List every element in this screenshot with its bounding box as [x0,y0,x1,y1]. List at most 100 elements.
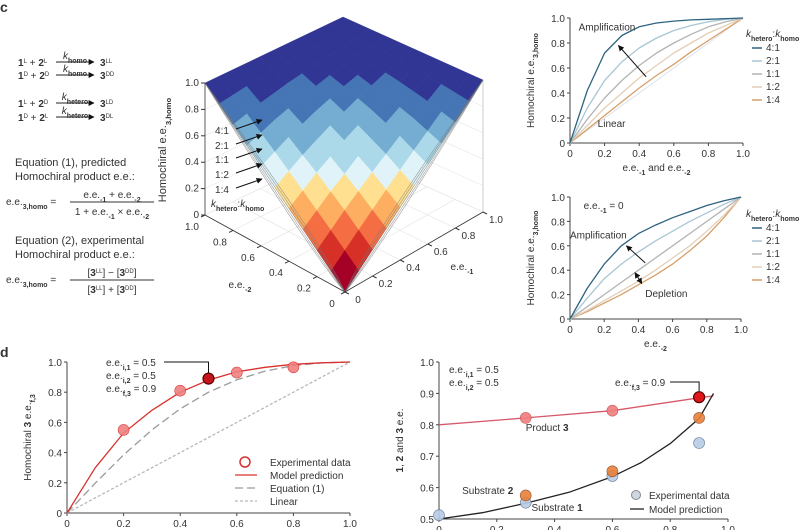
data-point [433,509,445,522]
equation-denominator: [3LL] + [3DD] [88,285,137,296]
axis-label-z: Homochiral e.e.3,homo [157,98,173,203]
layer-arrow [235,177,263,189]
x-tick-label: 0.2 [598,149,612,160]
series-label: Substrate 2 [462,486,514,497]
tick-label-ee1: 0.8 [461,231,475,242]
reaction-product: 3LL [100,58,113,69]
y-tick-label: 0.6 [551,242,565,253]
annotation-arrow [634,272,643,285]
y-axis-label: Homochiral 3 e.e.f,3 [23,394,37,481]
series-line-1-2 [569,196,742,320]
y-tick-label: 0 [559,315,565,326]
tick-mark [372,275,377,279]
legend-item: 1:1 [766,249,780,260]
layer-title: khetero:khomo [211,199,264,213]
layer-arrow [235,147,263,159]
series-label: Product 3 [526,423,569,434]
reaction-product: 3LD [100,99,114,110]
tick-label-ee1: 0.4 [406,263,420,274]
x-tick-label: 0.8 [701,149,715,160]
layer-label-2-1: 2:1 [215,141,229,152]
legend-item: 2:1 [766,56,780,67]
data-point [519,489,532,502]
legend-item: Model prediction [649,505,722,516]
legend-item: 1:4 [766,275,780,286]
tick-mark [455,227,460,231]
reaction-scheme-4: 1D + 2L khetero 3DL [18,106,114,124]
tick-mark [340,291,346,295]
y-tick-label: 0.8 [551,217,565,228]
tick-label-ee2: 0.2 [297,284,311,295]
axis-ee2 [204,214,346,293]
tick-label-z: 0.4 [185,157,199,168]
series-line-2-1 [569,17,744,144]
equation-lhs: e.e.3,homo = [6,197,56,211]
y-tick-label: 1.0 [420,358,434,369]
chart-amp-ee1-zero: 0 0.2 0.4 0.6 0.8 1.0 0 0.2 0.4 0.6 0.8 1.0 e.e.-2 Ho… [526,193,799,353]
data-point [693,412,705,424]
x-tick-label: 0.4 [631,325,645,336]
tick-mark [200,214,206,218]
tick-mark [256,245,262,249]
series-line-4-1 [569,196,742,320]
callout-line [670,381,700,392]
equation-title: Equation (2), experimental [15,235,144,247]
layer-arrow [235,118,263,130]
layer-label-4-1: 4:1 [215,126,229,137]
reaction-reactants: 1D + 2L [18,113,49,124]
surface-plot: 0 0 0 0.2 0.2 0.2 0.4 0.4 0.4 0.6 0.6 0.6 0.8 0.8 0.8 1… [157,16,503,310]
annotation: e.e.-1 = 0 [584,201,624,215]
x-axis-label: e.e.-2 [644,339,667,353]
y-tick-label: 0.2 [551,114,565,125]
reaction-reactants: 1L + 2D [18,99,49,110]
legend-item: Experimental data [649,491,730,502]
tick-label-ee2: 0 [329,299,335,310]
series-line-1-2 [569,17,744,144]
layer-label-1-1: 1:1 [215,155,229,166]
reaction-reactants: 1L + 2L [18,58,48,69]
callout-text: e.e.i,1 = 0.5 [106,358,156,372]
y-tick-label: 0.9 [420,389,434,400]
data-point [117,424,130,436]
tick-mark [482,211,488,215]
x-tick-label: 0 [567,325,573,336]
data-point [231,366,243,379]
tick-mark [399,259,405,263]
tick-mark [344,291,350,295]
x-tick-label: 0 [64,519,70,530]
tick-mark [312,276,318,280]
data-point [519,412,532,424]
annotation-arrow [618,45,647,78]
tick-label-ee1: 1.0 [489,215,503,226]
series-line-reference [569,17,744,144]
equation-1: Equation (1), predicted Homochiral produc… [6,157,154,221]
legend-item: Equation (1) [270,484,324,495]
y-tick-label: 1.0 [551,193,565,204]
y-axis-label: Homochiral e.e.3,homo [526,33,540,128]
data-point [692,391,706,404]
tick-label-ee2: 0.8 [213,237,227,248]
legend-item: 1:2 [766,82,780,93]
equation-subtitle: Homochiral product e.e.: [15,249,135,261]
reaction-scheme-3: 1L + 2D khetero 3LD [18,92,114,110]
series-line-1-1 [569,17,744,144]
layer-label-1-4: 1:4 [215,185,229,196]
axis-label-ee1: e.e.-1 [451,262,474,276]
annotation-arrow [625,245,646,264]
condition-text: e.e.i,2 = 0.5 [449,378,499,392]
reaction-scheme-1: 1L + 2L khomo 3LL [18,51,113,69]
tick-label-z: 1.0 [185,78,199,89]
x-tick-label: 0.6 [605,525,619,530]
tick-mark [427,243,433,247]
reaction-scheme-2: 1D + 2D khomo 3DD [18,64,115,82]
x-axis-label: e.e.-1 and e.e.-2 [622,163,690,177]
x-tick-label: 0.8 [286,519,300,530]
annotation: Depletion [645,289,687,300]
layer-arrow [235,162,263,174]
legend-title: khetero:khomo [746,209,799,223]
legend-marker-experimental [239,456,251,468]
series-line-2-1 [569,196,742,320]
layer-edge-line [344,79,484,293]
y-tick-label: 0.2 [551,291,565,302]
